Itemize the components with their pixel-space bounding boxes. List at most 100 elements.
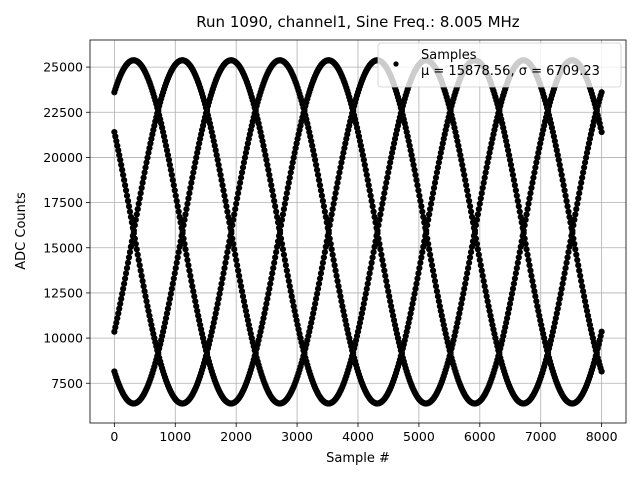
data-point (186, 190, 193, 197)
data-point (427, 200, 435, 207)
data-point (335, 283, 342, 290)
data-point (418, 254, 425, 261)
data-point (183, 206, 190, 213)
data-point (266, 285, 273, 292)
data-point (406, 142, 413, 149)
data-point (217, 171, 224, 179)
data-point (555, 300, 562, 307)
data-point (386, 164, 393, 171)
data-point (225, 243, 232, 250)
data-point (430, 272, 438, 279)
data-point (420, 243, 427, 250)
data-point (412, 285, 419, 292)
data-point (238, 288, 246, 295)
data-point (381, 267, 388, 274)
data-point (575, 262, 582, 269)
data-point (364, 280, 371, 287)
data-point (465, 264, 472, 272)
data-point (119, 290, 126, 297)
data-point (525, 200, 532, 207)
data-point (481, 283, 488, 290)
data-point (533, 159, 540, 166)
data-point (561, 270, 568, 277)
data-point (125, 203, 133, 210)
data-point (116, 152, 123, 159)
data-point (291, 307, 298, 315)
data-point (505, 152, 513, 159)
data-point (522, 216, 529, 223)
data-point (333, 272, 340, 279)
data-point (239, 164, 247, 171)
data-point (382, 184, 389, 192)
data-point (473, 240, 480, 248)
data-point (187, 272, 194, 279)
data-point (226, 219, 233, 226)
data-point (358, 147, 365, 154)
data-point (483, 164, 490, 171)
data-point (580, 293, 588, 300)
data-point (456, 310, 463, 317)
data-point (335, 174, 342, 181)
data-point (560, 275, 567, 282)
x-axis-ticks: 0 1000 2000 3000 4000 5000 6000 7000 8000 (110, 423, 618, 444)
data-point (465, 192, 472, 199)
data-point (480, 179, 487, 186)
data-point (505, 305, 513, 312)
data-point (405, 319, 412, 326)
data-point (528, 184, 535, 192)
data-point (432, 174, 440, 181)
data-point (486, 149, 493, 156)
data-point (121, 275, 129, 282)
data-point (237, 283, 245, 290)
data-point (507, 295, 515, 302)
data-point (145, 149, 152, 156)
data-point (162, 315, 170, 322)
data-point (430, 184, 438, 192)
data-point (437, 307, 444, 315)
data-point (170, 182, 177, 189)
data-point (268, 182, 275, 189)
data-point (485, 303, 492, 310)
data-point (333, 184, 340, 192)
data-point (277, 235, 285, 242)
data-point (227, 224, 234, 231)
data-point (236, 272, 243, 279)
data-point (166, 295, 174, 302)
data-point (236, 179, 244, 186)
data-point (365, 275, 372, 282)
data-point (554, 305, 561, 312)
data-point (135, 256, 142, 264)
data-point (264, 161, 271, 169)
data-point (435, 298, 442, 305)
data-point (436, 154, 443, 161)
data-point (169, 176, 176, 184)
data-point (477, 262, 484, 269)
data-point (572, 246, 579, 253)
data-point (145, 307, 152, 315)
data-point (185, 195, 192, 202)
data-point (330, 200, 337, 207)
grid (90, 40, 626, 423)
data-point (426, 246, 433, 253)
data-point (259, 319, 266, 326)
data-point (360, 300, 367, 307)
data-point (219, 275, 226, 282)
data-point (417, 197, 424, 205)
data-point (133, 211, 140, 218)
data-point (224, 249, 231, 256)
data-point (180, 222, 187, 229)
data-point (559, 176, 566, 184)
data-point (427, 251, 434, 258)
data-point (143, 159, 150, 166)
data-point (510, 280, 518, 287)
data-point (485, 154, 492, 161)
data-point (130, 227, 137, 234)
data-point (142, 293, 149, 300)
data-point (269, 270, 276, 277)
data-point (218, 280, 225, 287)
data-point (510, 176, 518, 184)
data-point (239, 293, 247, 300)
data-point (361, 161, 368, 169)
data-point (562, 192, 569, 199)
data-point (283, 190, 290, 197)
